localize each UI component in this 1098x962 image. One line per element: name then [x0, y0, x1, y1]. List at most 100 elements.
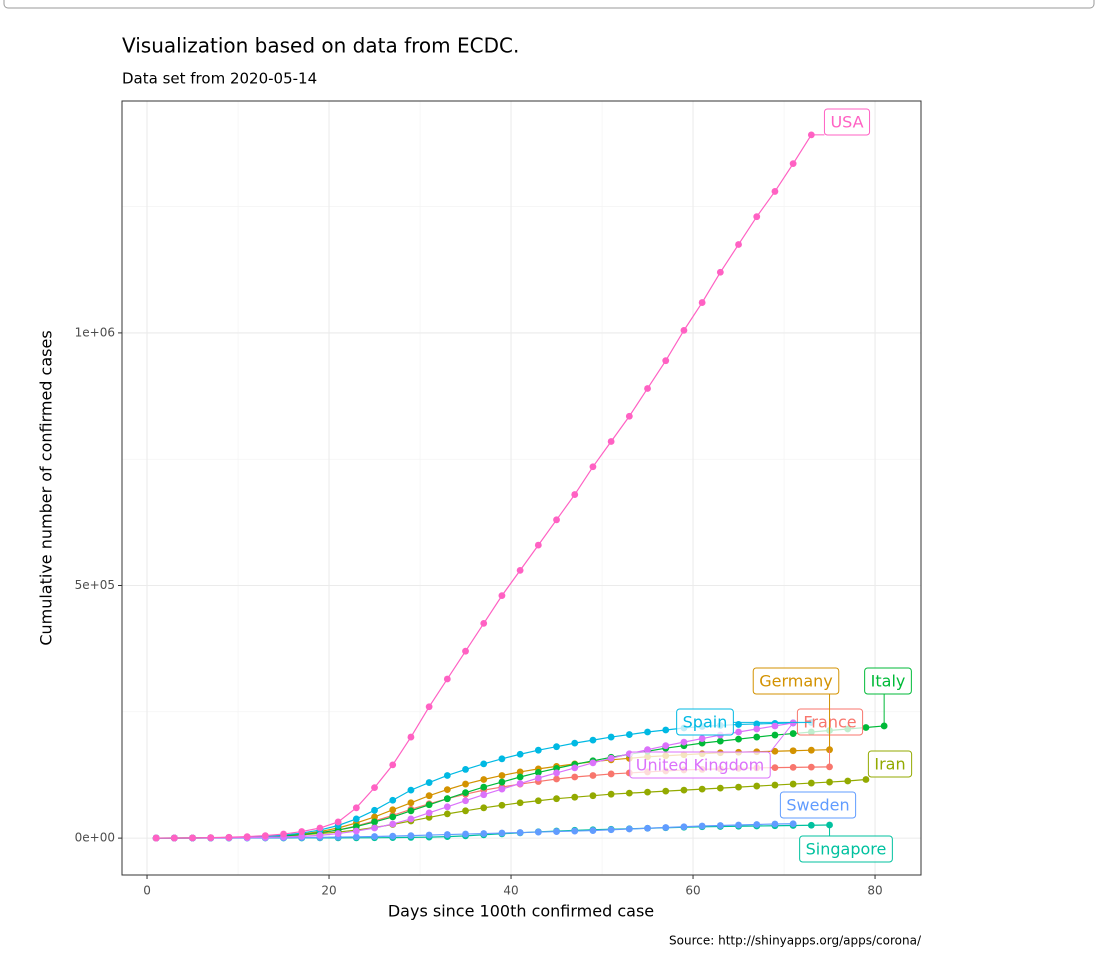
data-point: [553, 516, 560, 524]
data-point: [498, 829, 506, 837]
data-point: [771, 722, 779, 730]
data-point: [407, 832, 415, 839]
data-point: [607, 733, 615, 741]
data-point: [844, 777, 852, 785]
data-point: [371, 813, 378, 821]
data-point: [644, 746, 651, 754]
label-connector: [769, 722, 794, 753]
data-point: [516, 829, 524, 836]
data-point: [571, 773, 579, 781]
data-point: [371, 784, 378, 791]
data-point: [443, 803, 451, 811]
series-label: United Kingdom: [636, 756, 764, 775]
data-point: [316, 831, 324, 839]
data-point: [407, 786, 415, 794]
data-point: [589, 772, 597, 779]
data-point: [425, 779, 433, 786]
x-tick-label: 40: [503, 884, 518, 898]
data-point: [789, 160, 797, 168]
data-point: [462, 789, 469, 797]
data-point: [480, 783, 488, 791]
data-point: [443, 831, 451, 838]
data-point: [716, 268, 724, 276]
data-point: [534, 774, 542, 782]
data-point: [662, 824, 670, 831]
data-point: [607, 826, 615, 834]
data-point: [371, 824, 378, 832]
data-point: [716, 737, 724, 745]
data-point: [753, 725, 761, 733]
data-point: [607, 438, 615, 445]
data-point: [170, 834, 178, 842]
data-point: [425, 792, 433, 800]
data-point: [753, 733, 761, 741]
data-point: [534, 769, 542, 776]
data-point: [680, 823, 688, 831]
data-point: [498, 778, 506, 786]
data-point: [534, 797, 542, 805]
data-point: [371, 833, 378, 840]
data-point: [443, 795, 451, 803]
data-point: [607, 790, 615, 798]
data-point: [753, 213, 761, 221]
data-point: [662, 726, 670, 734]
data-point: [334, 818, 342, 826]
data-point: [680, 786, 688, 794]
data-point: [371, 806, 378, 814]
data-point: [698, 785, 706, 793]
chart-title: Visualization based on data from ECDC.: [122, 34, 519, 58]
label-box: [864, 667, 912, 695]
data-point: [389, 813, 397, 821]
data-point: [443, 675, 451, 683]
label-box: [752, 667, 840, 695]
data-point: [716, 822, 724, 829]
data-point: [625, 789, 633, 797]
data-point: [443, 810, 451, 818]
data-point: [571, 491, 579, 498]
data-point: [152, 834, 160, 842]
data-point: [352, 815, 360, 823]
data-point: [425, 801, 433, 809]
data-point: [589, 827, 597, 834]
data-point: [625, 825, 633, 833]
data-point: [789, 730, 797, 737]
data-point: [735, 728, 742, 736]
data-point: [735, 735, 742, 743]
data-point: [735, 783, 742, 791]
data-point: [480, 760, 488, 768]
data-point: [771, 188, 779, 195]
data-point: [462, 766, 469, 773]
y-tick-label: 5e+05: [75, 578, 115, 592]
data-point: [680, 738, 688, 746]
data-point: [316, 824, 324, 832]
data-point: [389, 761, 397, 769]
data-point: [298, 832, 306, 840]
data-point: [498, 801, 506, 809]
data-point: [771, 820, 779, 828]
data-point: [698, 735, 706, 742]
data-point: [789, 747, 797, 755]
data-point: [243, 833, 251, 841]
data-point: [480, 804, 488, 812]
data-point: [425, 831, 433, 839]
series-label: Singapore: [806, 840, 887, 859]
data-point: [425, 703, 433, 711]
data-point: [662, 787, 670, 795]
data-point: [280, 830, 287, 838]
data-point: [443, 786, 451, 794]
data-point: [516, 780, 524, 787]
series-label: Italy: [871, 672, 906, 691]
x-tick-label: 80: [867, 884, 882, 898]
label-box: [867, 750, 913, 778]
data-point: [462, 647, 469, 655]
data-point: [425, 809, 433, 817]
data-point: [534, 746, 542, 754]
data-point: [589, 736, 597, 744]
data-point: [480, 619, 488, 627]
data-point: [462, 807, 469, 815]
data-point: [534, 541, 542, 549]
data-point: [516, 750, 524, 758]
data-point: [862, 724, 870, 731]
data-point: [826, 778, 833, 786]
